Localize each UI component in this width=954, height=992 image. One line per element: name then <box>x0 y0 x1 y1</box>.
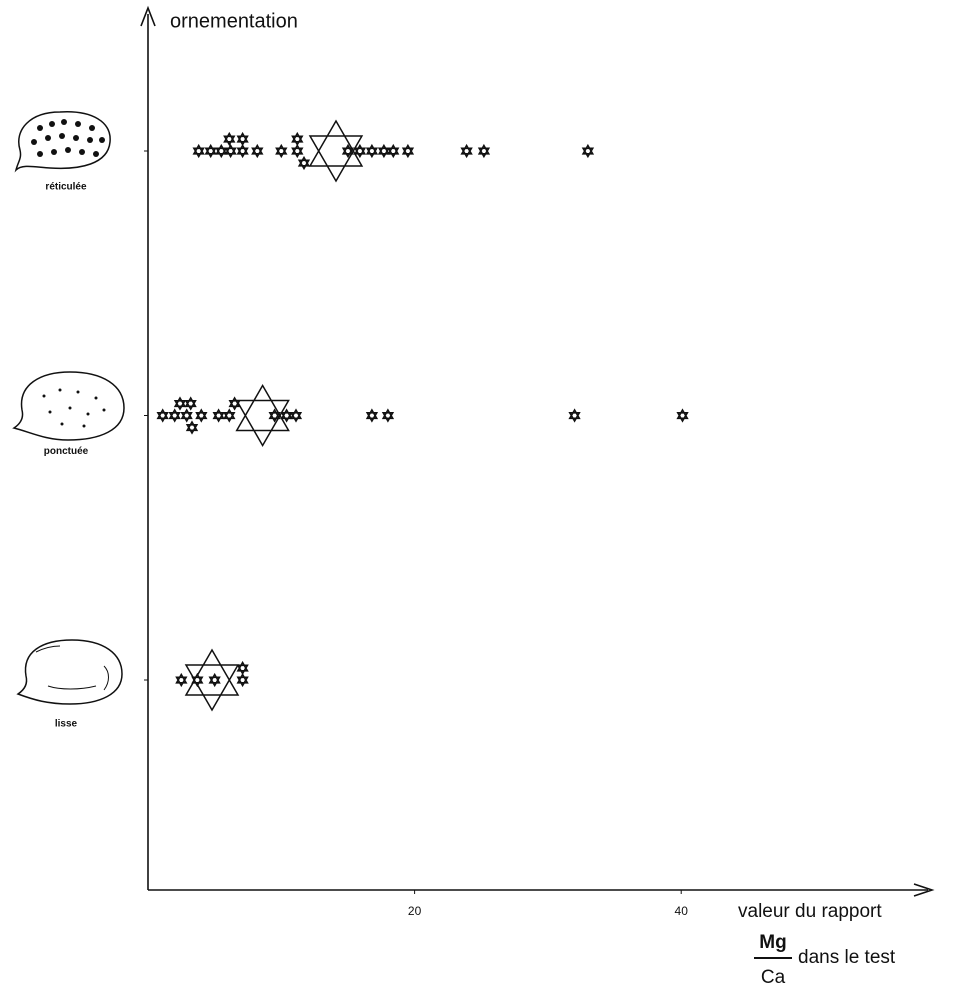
sample-star <box>226 146 236 157</box>
sample-star <box>238 134 248 145</box>
sample-star <box>389 146 399 157</box>
sample-star <box>462 146 472 157</box>
sample-star <box>367 146 377 157</box>
y-axis-label: ornementation <box>170 10 298 32</box>
sample-star <box>238 663 248 674</box>
sample-star <box>282 410 292 421</box>
sample-star <box>367 410 377 421</box>
sample-star <box>197 410 207 421</box>
sample-star <box>175 398 185 409</box>
sample-star <box>293 134 303 145</box>
x-axis-label: valeur du rapport <box>738 901 882 922</box>
sample-star <box>206 146 216 157</box>
mean-star <box>237 386 289 446</box>
sample-star <box>177 675 187 686</box>
category-label: ponctuée <box>44 446 89 457</box>
sample-star <box>194 146 204 157</box>
category-label: lisse <box>55 719 78 730</box>
sample-star <box>170 410 180 421</box>
sample-star <box>355 146 365 157</box>
shell-ponctuee <box>14 372 124 440</box>
sample-star <box>383 410 393 421</box>
sample-star <box>158 410 168 421</box>
sample-star <box>187 422 197 433</box>
shell-lisse <box>18 640 122 704</box>
sample-star <box>291 410 301 421</box>
chart: ornementation valeur du rapport Mg Ca da… <box>0 0 954 992</box>
sample-star <box>570 410 580 421</box>
x-tick-label: 20 <box>408 904 422 918</box>
mean-star <box>310 121 362 181</box>
x-tick-label: 40 <box>675 904 689 918</box>
sample-star <box>277 146 287 157</box>
sample-star <box>293 146 303 157</box>
category-label: réticulée <box>45 182 87 193</box>
sample-star <box>238 146 248 157</box>
sample-star <box>214 410 224 421</box>
sample-star <box>182 410 192 421</box>
sample-star <box>299 158 309 169</box>
sample-star <box>379 146 389 157</box>
sample-star <box>225 410 235 421</box>
sample-star <box>678 410 688 421</box>
sample-star <box>225 134 235 145</box>
x-label-numerator: Mg <box>759 932 786 953</box>
sample-star <box>238 675 248 686</box>
x-label-denominator: Ca <box>761 967 786 988</box>
sample-star <box>186 398 196 409</box>
sample-star <box>253 146 263 157</box>
shell-reticulee <box>16 112 110 170</box>
sample-star <box>230 398 240 409</box>
sample-star <box>217 146 227 157</box>
sample-star <box>479 146 489 157</box>
sample-star <box>403 146 413 157</box>
x-label-suffix: dans le test <box>798 947 896 968</box>
sample-star <box>583 146 593 157</box>
